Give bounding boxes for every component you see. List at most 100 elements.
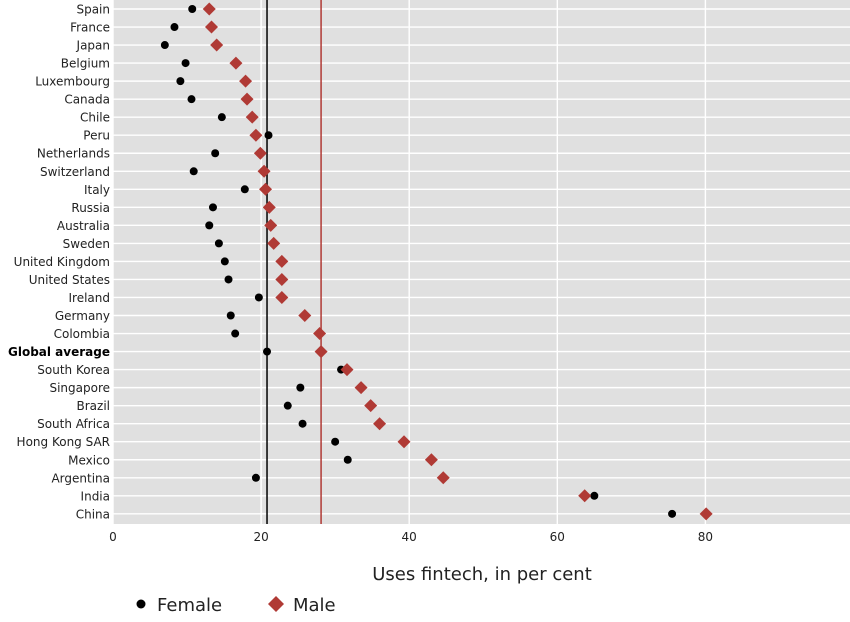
- male-point: [249, 128, 263, 142]
- male-point: [373, 417, 387, 431]
- category-label: China: [76, 507, 110, 521]
- category-label: Switzerland: [40, 165, 110, 179]
- category-label: Japan: [76, 39, 110, 53]
- female-point: [240, 185, 249, 194]
- male-point: [259, 182, 273, 196]
- category-label: France: [70, 21, 110, 35]
- male-series: [202, 2, 713, 521]
- legend: Female Male: [136, 595, 336, 616]
- male-point: [275, 272, 289, 286]
- female-point: [224, 275, 233, 284]
- male-point: [267, 236, 281, 250]
- category-label: Colombia: [54, 327, 110, 341]
- category-label: Ireland: [68, 291, 110, 305]
- female-point: [283, 401, 292, 410]
- female-point: [264, 131, 273, 140]
- male-point: [253, 146, 267, 160]
- legend-male-label: Male: [293, 595, 336, 616]
- female-point: [298, 419, 307, 428]
- female-point: [214, 239, 223, 248]
- male-point: [364, 399, 378, 413]
- male-point: [424, 453, 438, 467]
- male-point: [340, 363, 354, 377]
- female-point: [220, 257, 229, 266]
- female-point: [189, 167, 198, 176]
- male-point: [202, 2, 216, 16]
- male-point: [240, 92, 254, 106]
- male-point: [245, 110, 259, 124]
- category-label: United States: [29, 273, 110, 287]
- category-label: Sweden: [63, 237, 110, 251]
- category-label: Chile: [80, 111, 110, 125]
- female-point: [211, 149, 220, 158]
- category-label: Australia: [57, 219, 110, 233]
- male-point: [699, 507, 713, 521]
- male-point: [229, 56, 243, 70]
- female-point: [176, 77, 185, 86]
- male-point: [257, 164, 271, 178]
- female-series: [160, 5, 677, 518]
- male-point: [239, 74, 253, 88]
- male-point: [354, 381, 368, 395]
- x-tick-label: 0: [109, 530, 117, 544]
- male-point: [210, 38, 224, 52]
- category-label: South Korea: [37, 363, 110, 377]
- legend-female-label: Female: [157, 595, 222, 616]
- female-point: [254, 293, 263, 302]
- male-point: [314, 345, 328, 359]
- category-label: Hong Kong SAR: [17, 435, 110, 449]
- female-point: [160, 41, 169, 50]
- male-point: [262, 200, 276, 214]
- male-point: [275, 290, 289, 304]
- x-tick-labels: 0 20 40 60 80: [109, 530, 713, 544]
- female-point: [590, 491, 599, 500]
- legend-female-marker: [136, 599, 146, 609]
- category-label: Singapore: [49, 381, 110, 395]
- category-label: United Kingdom: [14, 255, 110, 269]
- x-tick-label: 80: [698, 530, 713, 544]
- female-point: [263, 347, 272, 356]
- male-point: [397, 435, 411, 449]
- female-point: [343, 455, 352, 464]
- category-label: Peru: [83, 129, 110, 143]
- female-point: [668, 509, 677, 518]
- male-point: [204, 20, 218, 34]
- x-axis-title: Uses fintech, in per cent: [372, 564, 592, 585]
- male-point: [275, 254, 289, 268]
- category-label: Belgium: [61, 57, 110, 71]
- category-labels: Spain France Japan Belgium Luxembourg Canada C…: [8, 3, 110, 522]
- x-tick-label: 40: [402, 530, 417, 544]
- female-point: [188, 5, 197, 13]
- category-label: South Africa: [37, 417, 110, 431]
- male-point: [436, 471, 450, 485]
- female-point: [208, 203, 217, 212]
- reference-lines: [266, 0, 322, 524]
- category-label: Russia: [71, 201, 110, 215]
- category-label: India: [81, 489, 110, 503]
- female-point: [296, 383, 305, 392]
- female-point: [187, 95, 196, 104]
- female-point: [331, 437, 340, 446]
- male-point: [578, 489, 592, 503]
- female-point: [205, 221, 214, 230]
- female-point: [170, 23, 179, 32]
- female-point: [251, 473, 260, 482]
- category-label: Germany: [55, 309, 110, 323]
- category-label: Luxembourg: [35, 75, 110, 89]
- male-point: [313, 327, 327, 341]
- category-label: Global average: [8, 345, 110, 359]
- category-label: Canada: [64, 93, 110, 107]
- x-tick-label: 60: [550, 530, 565, 544]
- female-point: [231, 329, 240, 338]
- male-point: [298, 309, 312, 323]
- legend-male-marker: [268, 596, 284, 612]
- female-point: [217, 113, 226, 122]
- category-label: Netherlands: [37, 147, 110, 161]
- male-point: [264, 218, 278, 232]
- category-label: Mexico: [68, 453, 110, 467]
- category-label: Brazil: [77, 399, 111, 413]
- female-point: [181, 59, 190, 68]
- category-label: Italy: [84, 183, 110, 197]
- category-label: Argentina: [51, 471, 110, 485]
